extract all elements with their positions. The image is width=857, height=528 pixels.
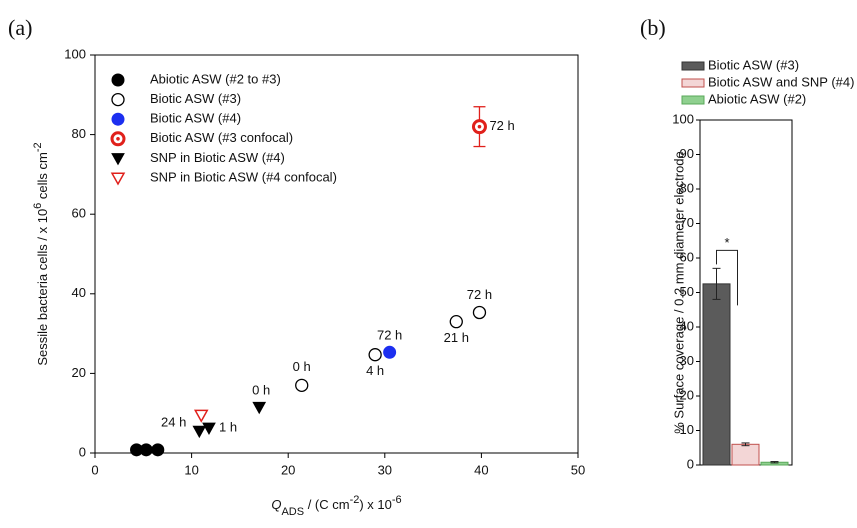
y-axis-label: % Surface coverage / 0.2 mm diameter ele… [671,151,686,434]
panel-label: (b) [640,15,666,40]
legend-label: SNP in Biotic ASW (#4) [150,150,285,165]
point-label: 72 h [489,118,514,133]
x-axis-label-part: -2 [350,494,360,506]
legend-swatch [681,78,705,88]
panel-label: (a) [8,15,32,40]
y-axis-label-part: -2 [32,142,44,152]
point-label: 1 h [219,419,237,434]
x-axis-label-part: ) x 10 [359,497,392,512]
x-axis-label-part: / (C cm [304,497,350,512]
legend-marker [111,73,125,87]
y-tick-label: 10 [680,422,694,437]
y-tick-label: 70 [680,215,694,230]
y-axis-label: Sessile bacteria cells / x 106 cells cm-… [32,142,51,365]
point-label: 4 h [366,363,384,378]
point [472,305,487,320]
bar [731,443,760,466]
y-tick-label: 20 [72,365,86,380]
x-axis-label: QADS / (C cm-2) x 10-6 [271,494,401,518]
legend-marker [110,131,126,147]
point [368,348,382,362]
legend-swatch [681,95,705,105]
error-bar [712,267,721,300]
point [192,425,207,439]
legend-swatch [681,61,705,71]
error-bar [770,461,779,464]
bar [702,283,731,466]
marker-dot [116,137,120,141]
legend-label: SNP in Biotic ASW (#4 confocal) [150,169,337,184]
y-tick-label: 50 [680,284,694,299]
x-tick-label: 0 [91,462,98,477]
legend-marker [110,172,126,186]
point-label: 24 h [161,415,186,430]
y-tick-label: 40 [72,285,86,300]
significance-bracket [716,249,738,306]
y-tick-label: 80 [72,126,86,141]
point [295,378,309,392]
y-tick-label: 80 [680,180,694,195]
significance-label: * [724,235,729,250]
legend-label: Biotic ASW (#4) [150,111,241,126]
point [252,401,267,415]
point [471,119,487,135]
y-tick-label: 0 [687,456,694,471]
legend-label: Abiotic ASW (#2 to #3) [150,71,281,86]
legend-label: Biotic ASW (#3 confocal) [150,130,293,145]
x-axis-label-part: -6 [392,494,402,506]
legend-label: Biotic ASW and SNP (#4) [708,74,854,89]
plot-frame [94,54,579,454]
point-label: 0 h [252,383,270,398]
point [151,443,165,457]
y-tick-label: 30 [680,353,694,368]
y-axis-label-part: cells cm [35,152,50,203]
x-tick-label: 20 [281,462,295,477]
error-bar [741,442,750,447]
marker-dot [477,124,482,129]
point [383,345,397,359]
y-axis-label-part: Sessile bacteria cells / x 10 [35,209,50,366]
y-tick-label: 20 [680,387,694,402]
y-axis-label-part: 6 [32,203,44,209]
legend-label: Abiotic ASW (#2) [708,91,806,106]
legend-marker [111,112,125,126]
x-tick-label: 30 [378,462,392,477]
x-tick-label: 10 [184,462,198,477]
legend-label: Biotic ASW (#3) [150,91,241,106]
x-axis-label-part: ADS [281,506,304,518]
point [449,315,463,329]
point-label: 72 h [467,287,492,302]
x-axis-label-part: Q [271,497,281,512]
point-label: 0 h [293,359,311,374]
point [139,443,153,457]
y-tick-label: 100 [64,46,86,61]
y-tick-label: 100 [672,111,694,126]
legend-label: Biotic ASW (#3) [708,57,799,72]
y-tick-label: 60 [680,249,694,264]
point-label: 72 h [377,328,402,343]
x-tick-label: 40 [474,462,488,477]
y-tick-label: 90 [680,146,694,161]
y-tick-label: 60 [72,206,86,221]
point [202,422,216,435]
point-label: 21 h [444,330,469,345]
y-tick-label: 0 [79,444,86,459]
point [193,409,209,423]
legend-marker [111,153,125,166]
x-tick-label: 50 [571,462,585,477]
y-tick-label: 40 [680,318,694,333]
legend-marker [111,92,125,107]
